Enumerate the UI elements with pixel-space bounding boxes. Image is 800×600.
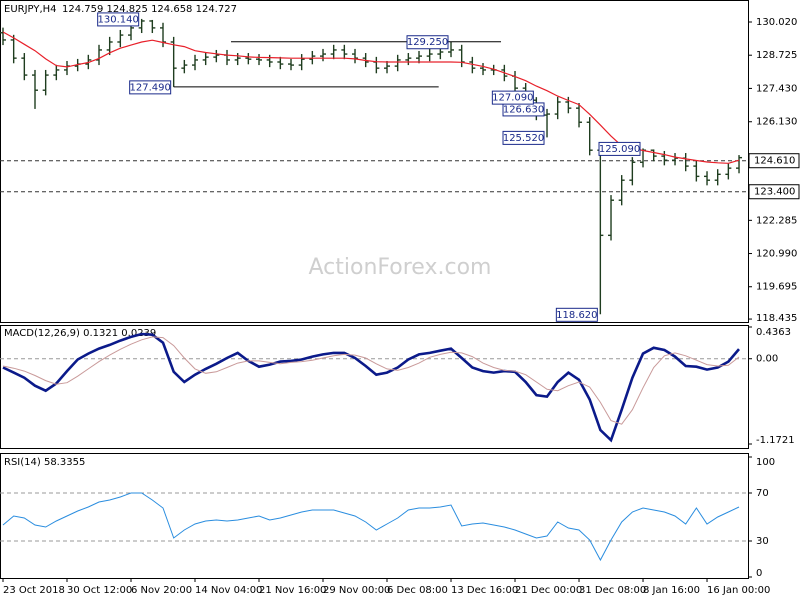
y-tick-label: -1.1721 — [756, 435, 795, 446]
annotation-label: 125.520 — [503, 133, 544, 144]
watermark: ActionForex.com — [309, 255, 492, 280]
macd-panel — [0, 325, 749, 449]
x-tick-label: 14 Nov 04:00 — [195, 585, 262, 596]
annotation-box — [555, 307, 598, 322]
y-tick-label: 130.020 — [756, 17, 797, 28]
chart-subtitle: 124.759 124.825 124.658 124.727 — [62, 4, 237, 15]
y-tick-label: 100 — [756, 457, 775, 468]
annotation-label: 118.620 — [556, 310, 597, 321]
annotation-box — [491, 90, 534, 105]
x-tick-label: 23 Oct 2018 — [3, 585, 65, 596]
y-tick-label: 120.990 — [756, 249, 797, 260]
chart-title: EURJPY,H4 — [4, 4, 57, 15]
annotation-box — [502, 130, 545, 145]
x-tick-label: 21 Dec 00:00 — [515, 585, 582, 596]
x-tick-label: 31 Dec 08:00 — [579, 585, 646, 596]
y-tick-label: 126.130 — [756, 117, 797, 128]
x-tick-label: 6 Dec 08:00 — [387, 585, 448, 596]
annotation-box — [97, 12, 140, 27]
annotation-label: 125.090 — [599, 144, 640, 155]
x-tick-label: 13 Dec 16:00 — [451, 585, 518, 596]
level-label-box — [748, 184, 800, 200]
moving-average — [2, 31, 740, 164]
annotation-label: 129.250 — [407, 37, 448, 48]
x-tick-label: 6 Nov 20:00 — [131, 585, 192, 596]
x-tick-label: 8 Jan 16:00 — [643, 585, 700, 596]
y-tick-label: 128.725 — [756, 50, 797, 61]
rsi-panel — [0, 453, 749, 579]
y-tick-label: 118.435 — [756, 313, 797, 324]
indicator-line — [2, 332, 740, 443]
annotation-label: 127.490 — [129, 82, 170, 93]
y-tick-label: 70 — [756, 488, 769, 499]
level-label: 123.400 — [754, 187, 795, 198]
annotation-box — [129, 80, 172, 95]
y-tick-label: 0.00 — [756, 354, 778, 365]
x-tick-label: 30 Oct 12:00 — [67, 585, 132, 596]
level-label-box — [748, 153, 800, 169]
annotation-box — [598, 141, 641, 156]
annotation-label: 126.630 — [503, 104, 544, 115]
y-tick-label: 127.430 — [756, 83, 797, 94]
level-label: 124.610 — [754, 156, 795, 167]
indicator-line — [2, 336, 740, 425]
y-tick-label: 30 — [756, 536, 769, 547]
y-tick-label: 122.285 — [756, 215, 797, 226]
y-tick-label: 0.4363 — [756, 327, 791, 338]
y-tick-label: 0 — [756, 568, 762, 579]
x-tick-label: 21 Nov 16:00 — [259, 585, 326, 596]
y-tick-label: 119.695 — [756, 282, 797, 293]
rsi-title: RSI(14) 58.3355 — [4, 457, 85, 468]
x-tick-label: 16 Jan 00:00 — [707, 585, 770, 596]
annotation-label: 127.090 — [492, 93, 533, 104]
indicator-line — [2, 492, 740, 562]
annotation-box — [406, 35, 449, 50]
x-tick-label: 29 Nov 00:00 — [323, 585, 390, 596]
annotation-label: 130.140 — [97, 14, 138, 25]
macd-title: MACD(12,26,9) 0.1321 0.0239 — [4, 328, 156, 339]
